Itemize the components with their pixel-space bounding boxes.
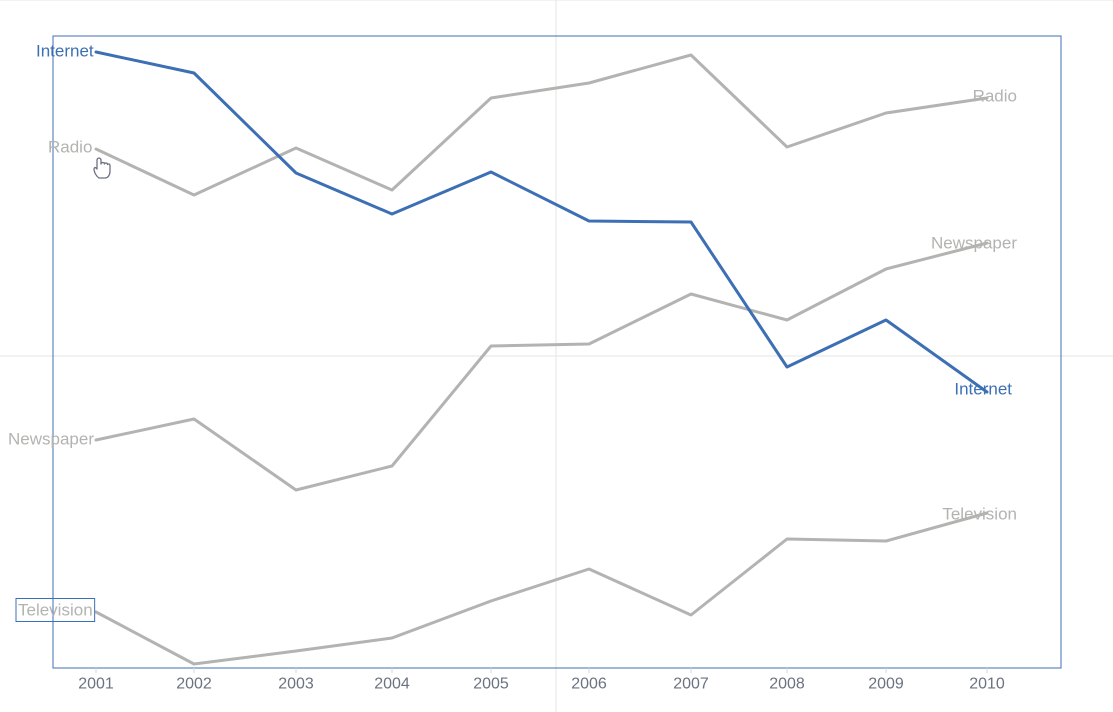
series-line-television[interactable]: [96, 513, 987, 664]
x-tick-label: 2003: [278, 675, 314, 692]
x-tick-label: 2007: [673, 675, 709, 692]
svg-text:Radio[interactable]: Radio: [973, 86, 1017, 105]
series-label-radio-start[interactable]: Radio: [48, 137, 92, 156]
series-label-television-start[interactable]: Television: [16, 598, 95, 621]
x-tick-label: 2001: [78, 675, 114, 692]
x-tick-label: 2004: [374, 675, 410, 692]
line-chart[interactable]: 2001 2002 2003 2004 2005 2006 2007 2008 2009 2010…: [0, 0, 1113, 712]
svg-text:Newspaper[interactable]: Newspaper: [8, 429, 94, 448]
series-label-internet-end[interactable]: Internet: [954, 379, 1012, 398]
x-tick-label: 2008: [769, 675, 805, 692]
svg-text:Internet[interactable]: Internet: [36, 41, 94, 60]
svg-text:Radio[interactable]: Radio: [48, 137, 92, 156]
series-line-newspaper[interactable]: [96, 243, 987, 490]
series-line-radio[interactable]: [96, 55, 987, 195]
x-tick-label: 2009: [868, 675, 904, 692]
x-tick-label: 2005: [473, 675, 509, 692]
x-tick-label: 2006: [571, 675, 607, 692]
svg-text:Newspaper[interactable]: Newspaper: [931, 233, 1017, 252]
series-line-internet[interactable]: [96, 52, 987, 392]
chart-stage: 2001 2002 2003 2004 2005 2006 2007 2008 2009 2010…: [0, 0, 1113, 712]
x-tick-label: 2002: [176, 675, 212, 692]
series-label-radio-end[interactable]: Radio: [973, 86, 1017, 105]
series-label-newspaper-start[interactable]: Newspaper: [8, 429, 94, 448]
series-label-internet-start[interactable]: Internet: [36, 41, 94, 60]
svg-text:Television[interactable]: Television: [942, 504, 1017, 523]
plot-frame: [53, 36, 1061, 668]
series-label-newspaper-end[interactable]: Newspaper: [931, 233, 1017, 252]
svg-text:Internet[interactable]: Internet: [954, 379, 1012, 398]
series-label-television-end[interactable]: Television: [942, 504, 1017, 523]
svg-text:Television[interactable]: Television: [18, 600, 93, 619]
x-tick-label: 2010: [969, 675, 1005, 692]
